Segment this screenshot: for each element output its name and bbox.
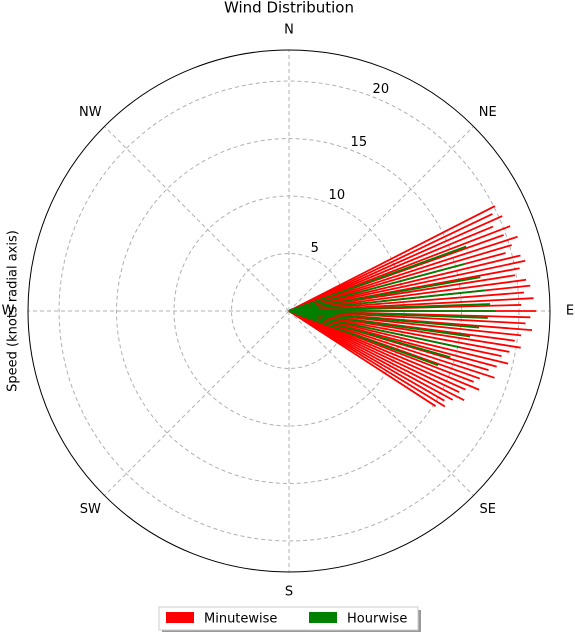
wind-line [288,289,486,312]
wind-line [288,259,526,312]
wind-line [288,310,480,329]
wind-line [288,254,521,312]
wind-line [288,245,467,312]
wind-line [288,310,495,379]
grid-spoke [288,126,474,312]
wind-line [288,310,451,359]
theta-tick-label: S [285,585,293,600]
theta-tick-label: W [2,304,15,319]
theta-tick-label: NE [479,105,497,120]
legend-box [158,606,419,631]
theta-tick-label: N [284,23,294,38]
wind-line [288,291,525,312]
outer-circle [27,49,551,573]
wind-line [288,310,461,349]
wind-line [288,310,509,365]
legend-label: Hourwise [347,612,407,627]
wind-line [288,303,491,312]
theta-tick-label: NW [79,105,102,120]
wind-line [288,213,493,312]
legend: Minutewise Hourwise [158,606,421,633]
r-tick-label: 15 [351,135,368,150]
wind-line [288,215,503,312]
grid-spoke [288,310,474,496]
wind-line [288,310,471,338]
wind-line [288,205,496,312]
wind-line [288,310,437,407]
legend-label: Minutewise [204,612,277,627]
wind-line [288,310,439,367]
wind-line [288,310,510,353]
r-tick-label: 10 [329,188,346,203]
wind-line [288,276,481,312]
wind-line [288,278,527,312]
wind-line [288,225,494,312]
wind-line [288,263,465,312]
legend-swatch [166,612,194,623]
theta-tick-label: SE [479,502,495,517]
wind-line [288,310,488,319]
chart-title: Wind Distribution [224,0,354,17]
grid-spoke [104,126,290,312]
wind-line [288,244,512,312]
legend-swatch [309,612,337,623]
theta-tick-label: E [566,304,574,319]
theta-tick-label: SW [80,502,101,517]
wind-line [288,235,518,312]
y-axis-label: Speed (knots radial axis) [6,230,21,392]
r-tick-label: 20 [373,82,390,97]
grid-spoke [104,310,290,496]
r-tick-label: 5 [311,241,319,256]
